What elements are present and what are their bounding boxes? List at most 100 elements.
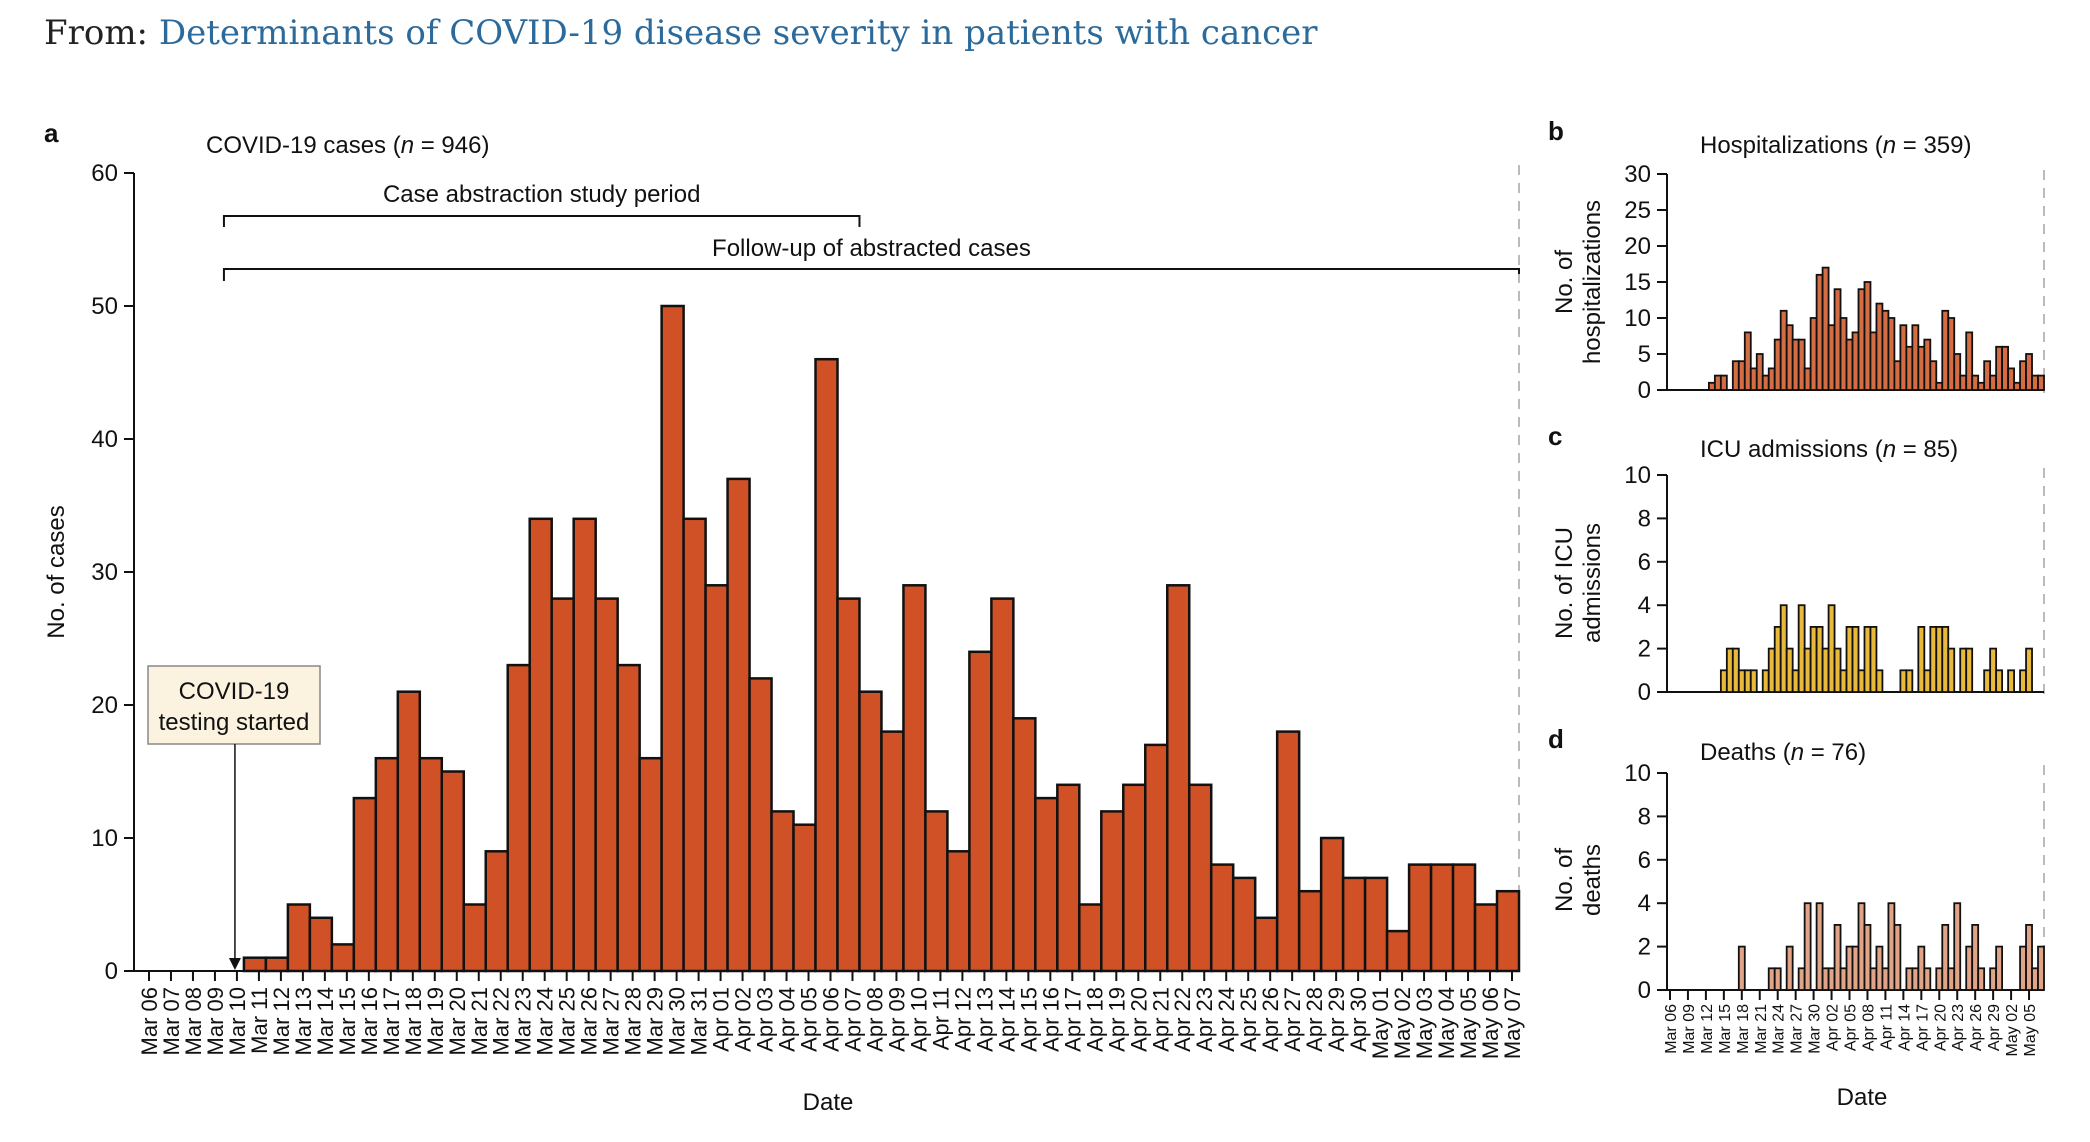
panel-a-bar bbox=[1495, 889, 1521, 973]
panel-b-bar bbox=[2007, 367, 2015, 391]
panel-d-y-tick-label: 2 bbox=[1638, 934, 1651, 961]
panel-d-x-tick-label: Mar 15 bbox=[1717, 1004, 1734, 1054]
panel-c-bar bbox=[1875, 669, 1884, 693]
panel-a-bar bbox=[1297, 889, 1323, 973]
panel-label-a: a bbox=[44, 118, 59, 148]
article-title-link[interactable]: Determinants of COVID-19 disease severit… bbox=[158, 13, 1318, 53]
panel-a-x-tick-label: May 03 bbox=[1412, 987, 1437, 1059]
panel-b-bar bbox=[1797, 338, 1806, 391]
from-label: From: bbox=[44, 13, 149, 53]
panel-d-y-tick-label: 0 bbox=[1638, 977, 1651, 1004]
panel-a-bar bbox=[1363, 876, 1389, 973]
panel-d-x-tick-label: Apr 17 bbox=[1914, 1004, 1931, 1051]
panel-b-hospitalizations-chart: 0 5 10 15 20 25 30 bbox=[1624, 161, 2045, 404]
panel-a-x-tick-label: Mar 17 bbox=[379, 987, 404, 1055]
panel-d-x-tick-label: Mar 21 bbox=[1753, 1004, 1770, 1054]
panel-a-x-tick-label: May 06 bbox=[1478, 987, 1503, 1059]
panel-a-bar bbox=[1341, 876, 1367, 973]
panel-c-ylabel-line1: No. of ICU bbox=[1551, 527, 1578, 639]
panel-c-bar bbox=[1869, 626, 1878, 693]
panel-a-bar bbox=[1231, 876, 1257, 973]
panel-b-y-tick-label: 5 bbox=[1638, 341, 1651, 368]
panel-a-x-tick-label: Mar 12 bbox=[269, 987, 294, 1055]
panel-a-x-tick-label: Apr 10 bbox=[906, 987, 931, 1052]
panel-a-x-tick-label: Apr 02 bbox=[731, 987, 756, 1052]
panel-a-x-tick-label: Apr 28 bbox=[1302, 987, 1327, 1052]
panel-d-bar bbox=[1833, 924, 1842, 991]
panel-a-x-tick-label: May 01 bbox=[1368, 987, 1393, 1059]
panel-d-x-tick-label: Apr 05 bbox=[1843, 1004, 1860, 1051]
panel-c-icu-chart: 0 2 4 6 8 10 bbox=[1624, 462, 2044, 706]
panel-d-bar bbox=[1785, 945, 1794, 991]
panel-a-bar bbox=[1253, 916, 1279, 973]
panel-a-bar bbox=[858, 690, 883, 973]
panel-a-x-tick-label: Apr 03 bbox=[753, 987, 778, 1052]
panel-a-bar bbox=[1451, 863, 1477, 973]
panel-a-bar bbox=[946, 850, 971, 973]
panel-a-x-tick-label: Apr 16 bbox=[1038, 987, 1063, 1052]
panel-a-bar bbox=[704, 584, 729, 973]
panel-a-x-tick-label: Apr 07 bbox=[840, 987, 865, 1052]
panel-d-x-tick-label: Mar 09 bbox=[1681, 1004, 1698, 1054]
panel-b-y-tick-label: 25 bbox=[1624, 197, 1651, 224]
panel-a-x-tick-label: Mar 14 bbox=[313, 987, 338, 1055]
panel-a-x-tick-label: Mar 27 bbox=[599, 987, 624, 1055]
panel-d-x-tick-label: Apr 11 bbox=[1878, 1004, 1895, 1050]
panel-a-bar bbox=[1319, 836, 1345, 973]
case-abstraction-bracket: Case abstraction study period bbox=[222, 181, 861, 227]
panel-a-x-tick-label: Mar 11 bbox=[247, 987, 272, 1054]
panel-c-ylabel-line2: admissions bbox=[1579, 523, 1606, 643]
panel-a-x-tick-label: Mar 25 bbox=[555, 987, 580, 1055]
panel-a-x-tick-label: Mar 22 bbox=[489, 987, 514, 1055]
panel-a-y-tick-label: 0 bbox=[105, 958, 118, 985]
panel-d-bar bbox=[1953, 902, 1962, 991]
panel-b-y-tick-label: 30 bbox=[1624, 161, 1651, 188]
panel-a-title: COVID-19 cases (n = 946) bbox=[206, 132, 489, 159]
panel-a-x-tick-label: Apr 04 bbox=[775, 987, 800, 1052]
panel-d-bar bbox=[1773, 967, 1782, 991]
panel-a-bar bbox=[1187, 783, 1213, 973]
panel-a-xlabel: Date bbox=[803, 1089, 854, 1116]
panel-b-y-tick-label: 15 bbox=[1624, 269, 1651, 296]
panel-b-bar bbox=[1755, 353, 1764, 391]
panel-a-bar bbox=[814, 357, 839, 973]
panel-a-bar bbox=[1012, 717, 1037, 973]
panel-a-bar bbox=[396, 690, 422, 973]
panel-d-x-tick-label: Mar 12 bbox=[1699, 1004, 1716, 1054]
panel-d-y-tick-label: 6 bbox=[1638, 847, 1651, 874]
panel-a-bar bbox=[902, 584, 927, 973]
panel-label-d: d bbox=[1548, 724, 1564, 754]
testing-started-box bbox=[147, 665, 321, 745]
panel-a-x-tick-label: Mar 13 bbox=[291, 987, 316, 1055]
panel-d-ylabel-line2: deaths bbox=[1579, 844, 1606, 916]
case-abstraction-label: Case abstraction study period bbox=[383, 181, 701, 208]
panel-a-x-tick-label: May 04 bbox=[1434, 987, 1459, 1059]
panel-d-x-tick-label: Apr 29 bbox=[1986, 1004, 2003, 1051]
panel-a-bar bbox=[748, 677, 773, 973]
panel-d-x-tick-label: Apr 02 bbox=[1825, 1004, 1842, 1051]
panel-d-bar bbox=[2037, 945, 2045, 991]
panel-d-x-tick-label: Apr 26 bbox=[1968, 1004, 1985, 1051]
panel-a-bar bbox=[550, 597, 575, 973]
panel-a-x-tick-label: Mar 10 bbox=[225, 987, 250, 1055]
panel-d-x-tick-label: Mar 24 bbox=[1771, 1004, 1788, 1054]
panel-a-x-tick-label: Mar 06 bbox=[137, 987, 162, 1055]
panel-a-bar bbox=[792, 823, 817, 973]
panel-d-x-tick-label: Mar 18 bbox=[1735, 1004, 1752, 1054]
panel-c-bar bbox=[1905, 669, 1914, 693]
panel-a-x-tick-label: Apr 19 bbox=[1104, 987, 1129, 1052]
panel-a-x-tick-label: Mar 31 bbox=[687, 987, 712, 1055]
testing-started-arrow-head-icon bbox=[228, 958, 241, 970]
panel-c-title: ICU admissions (n = 85) bbox=[1700, 436, 1958, 463]
testing-started-line2: testing started bbox=[159, 709, 310, 736]
panel-a-bar bbox=[660, 304, 685, 973]
panel-a-bar bbox=[506, 663, 531, 973]
panel-a-x-tick-label: Apr 17 bbox=[1060, 987, 1085, 1052]
panel-a-bar bbox=[352, 796, 378, 973]
panel-b-bar bbox=[1929, 360, 1938, 391]
panel-a-x-tick-label: Mar 19 bbox=[423, 987, 448, 1055]
panel-a-bar bbox=[418, 756, 444, 973]
panel-a-bar bbox=[1100, 810, 1125, 973]
